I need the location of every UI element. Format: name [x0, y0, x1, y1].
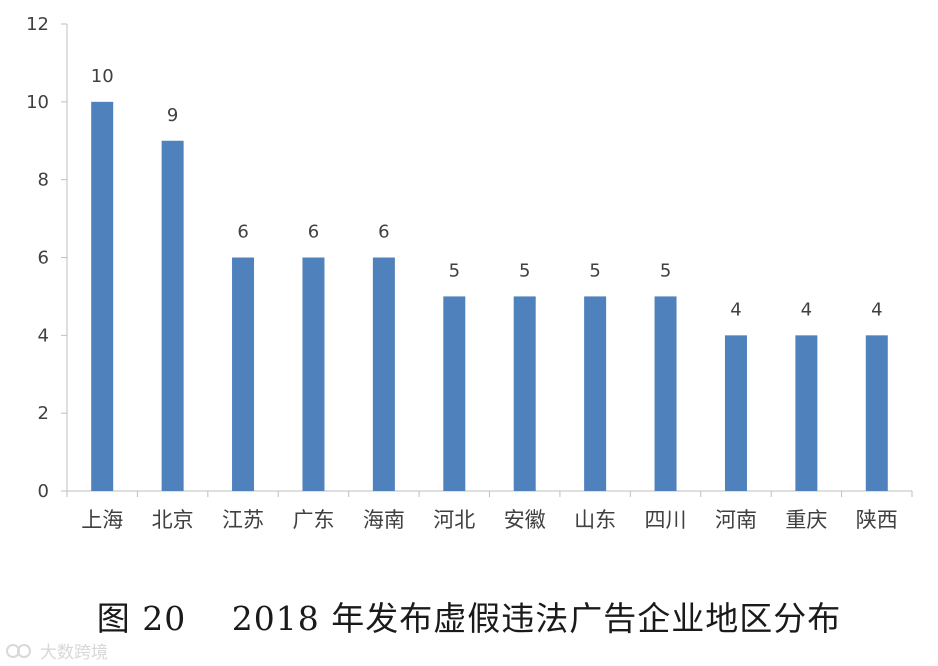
bar-data-label: 6 — [237, 222, 248, 243]
y-tick-label: 8 — [38, 170, 49, 191]
bar-data-label: 6 — [308, 222, 319, 243]
bar-data-label: 4 — [871, 299, 882, 320]
bar — [724, 335, 747, 491]
y-tick-label: 4 — [38, 325, 49, 346]
bar-data-label: 4 — [801, 299, 812, 320]
category-label: 重庆 — [785, 508, 827, 532]
watermark-logo-icon — [6, 641, 34, 661]
data-labels: 10 9 6 6 6 5 5 5 5 4 4 4 — [91, 66, 883, 321]
bar — [584, 296, 607, 491]
watermark-text: 大数跨境 — [40, 643, 108, 663]
bar-data-label: 5 — [449, 260, 460, 281]
category-label: 河北 — [433, 508, 475, 532]
y-tick-label: 6 — [38, 248, 49, 269]
category-label: 海南 — [363, 508, 405, 532]
bar — [513, 296, 536, 491]
bar — [161, 140, 184, 491]
category-label: 河南 — [715, 508, 757, 532]
bars — [91, 101, 888, 491]
category-labels: 上海 北京 江苏 广东 海南 河北 安徽 山东 四川 河南 重庆 陕西 — [81, 508, 898, 532]
category-label: 广东 — [292, 508, 334, 532]
bar-data-label: 6 — [378, 222, 389, 243]
bar-data-label: 5 — [660, 260, 671, 281]
chart-title: 图 20 2018 年发布虚假违法广告企业地区分布 — [96, 599, 842, 638]
category-label: 江苏 — [222, 508, 264, 532]
bar — [91, 101, 114, 491]
y-axis: 0 2 4 6 8 10 12 — [26, 14, 68, 502]
category-label: 陕西 — [856, 508, 898, 532]
watermark: 大数跨境 — [6, 638, 108, 663]
bar-data-label: 5 — [589, 260, 600, 281]
y-tick-label: 0 — [38, 481, 49, 502]
bar — [232, 257, 255, 491]
bar — [372, 257, 395, 491]
bar — [443, 296, 466, 491]
bar-data-label: 5 — [519, 260, 530, 281]
bar-data-label: 9 — [167, 105, 178, 126]
category-label: 安徽 — [504, 508, 546, 532]
y-tick-label: 10 — [26, 92, 49, 113]
category-label: 四川 — [645, 508, 687, 532]
y-tick-label: 12 — [26, 14, 49, 35]
x-axis — [66, 490, 913, 497]
y-tick-label: 2 — [38, 403, 49, 424]
bar-data-label: 10 — [91, 66, 114, 87]
bar — [302, 257, 325, 491]
bar-chart: 0 2 4 6 8 10 12 10 9 6 6 6 5 5 5 5 4 4 4 上海 北京 江苏 广东 海南 河北 安徽 山东… — [26, 14, 913, 532]
bar — [795, 335, 818, 491]
category-label: 上海 — [81, 508, 123, 532]
category-label: 山东 — [574, 508, 616, 532]
bar-data-label: 4 — [730, 299, 741, 320]
category-label: 北京 — [152, 508, 194, 532]
bar — [654, 296, 677, 491]
bar — [865, 335, 888, 491]
